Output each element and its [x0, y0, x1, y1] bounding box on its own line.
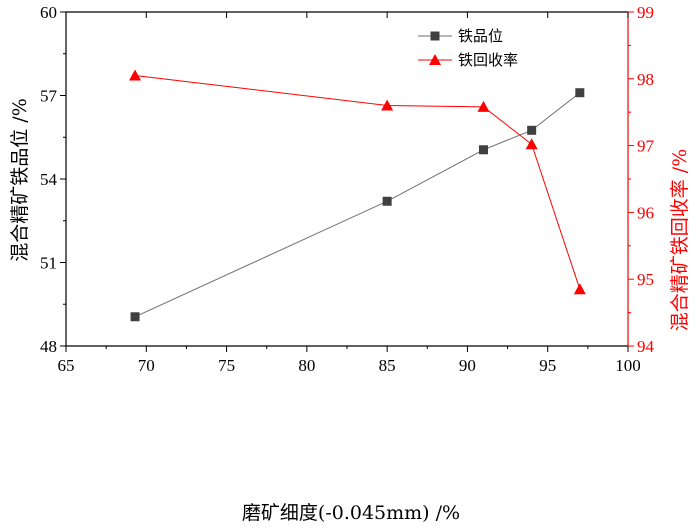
grade-data-point	[382, 196, 392, 206]
recovery-data-point	[525, 138, 538, 150]
legend-recovery-label: 铁回收率	[458, 51, 518, 69]
recovery-data-point	[477, 100, 490, 112]
series-layer	[129, 69, 586, 322]
y-right-axis: 94 95 96 97 98 99	[628, 3, 655, 356]
grade-data-point	[575, 88, 585, 98]
legend-grade-label: 铁品位	[458, 27, 503, 45]
y-left-tick-label: 54	[40, 170, 58, 189]
legend-entry-recovery: 铁回收率	[418, 51, 518, 69]
y-left-tick-label: 57	[40, 87, 58, 106]
y-left-axis-title: 混合精矿铁品位 /%	[9, 98, 31, 262]
legend-entry-grade: 铁品位	[418, 27, 503, 45]
legend-grade-square-marker	[430, 31, 440, 41]
y-right-tick-label: 99	[637, 3, 654, 22]
recovery-data-point	[573, 283, 586, 295]
y-right-axis-title: 混合精矿铁回收率 /%	[669, 149, 691, 332]
grade-data-point	[130, 312, 140, 322]
y-right-tick-label: 97	[637, 137, 655, 156]
x-tick-label: 95	[539, 356, 556, 375]
y-left-axis: 48 51 54 57 60	[40, 3, 66, 356]
y-left-tick-label: 51	[40, 254, 57, 273]
series-line-recovery	[134, 74, 581, 290]
x-tick-label: 100	[615, 356, 641, 375]
x-tick-label: 65	[58, 356, 75, 375]
grade-data-point	[527, 125, 537, 135]
y-right-tick-label: 94	[637, 337, 655, 356]
legend-recovery-triangle-marker	[429, 54, 441, 65]
y-right-tick-label: 95	[637, 270, 654, 289]
legend: 铁品位 铁回收率	[418, 27, 518, 69]
y-right-tick-label: 96	[637, 203, 654, 222]
x-tick-label: 90	[459, 356, 476, 375]
x-tick-label: 80	[298, 356, 315, 375]
recovery-data-point	[129, 69, 142, 81]
x-tick-label: 70	[138, 356, 155, 375]
x-tick-label: 85	[379, 356, 396, 375]
y-left-tick-label: 48	[40, 337, 57, 356]
recovery-data-point	[381, 99, 394, 111]
y-right-tick-label: 98	[637, 70, 654, 89]
x-tick-label: 75	[218, 356, 235, 375]
y-left-tick-label: 60	[40, 3, 57, 22]
series-line-grade	[134, 92, 581, 318]
grade-data-point	[478, 145, 488, 155]
x-axis: 65 70 75 80 85 90 95 100	[58, 12, 641, 375]
x-axis-title: 磨矿细度(-0.045mm) /%	[242, 502, 460, 524]
